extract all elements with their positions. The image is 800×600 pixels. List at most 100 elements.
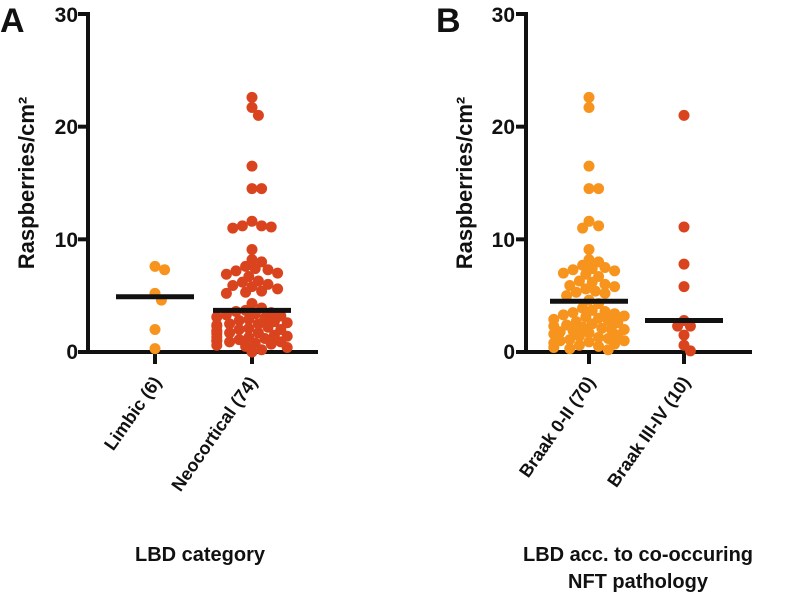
- y-tick-label-b-0: 0: [503, 341, 515, 364]
- y-tick-label-a-20: 20: [55, 116, 78, 139]
- data-point: [149, 260, 161, 272]
- data-point: [567, 307, 579, 319]
- panel-a: A Raspberries/cm² 0 10 20 30 Limbic (6) …: [0, 2, 318, 566]
- data-point: [249, 263, 261, 275]
- data-point: [224, 327, 236, 339]
- data-point: [149, 343, 161, 355]
- data-point: [618, 335, 630, 347]
- data-point: [149, 323, 161, 335]
- y-tick-label-b-10: 10: [492, 229, 515, 252]
- x-axis-label-b-line1: LBD acc. to co-occuring: [523, 544, 753, 566]
- data-point: [583, 183, 595, 195]
- panel-b: B Raspberries/cm² 0 10 20 30 Braak 0-II …: [436, 2, 753, 593]
- data-point: [159, 264, 171, 276]
- data-point: [602, 314, 614, 326]
- data-point: [599, 278, 611, 290]
- data-point: [236, 276, 248, 288]
- data-point: [580, 283, 592, 295]
- data-point: [272, 283, 284, 295]
- data-point: [246, 102, 258, 114]
- x-category-label-limbic: Limbic (6): [100, 373, 165, 454]
- data-point: [265, 338, 277, 350]
- data-point: [227, 280, 239, 292]
- data-point: [272, 267, 284, 279]
- data-point: [583, 243, 595, 255]
- data-point: [230, 265, 242, 277]
- data-point: [243, 313, 255, 325]
- data-point: [246, 183, 258, 195]
- data-point: [599, 262, 611, 273]
- data-point: [570, 286, 582, 298]
- data-point: [577, 302, 589, 314]
- data-point: [557, 267, 569, 279]
- axes-b: [516, 12, 752, 364]
- y-tick-label-a-0: 0: [66, 341, 78, 364]
- data-point: [577, 259, 589, 271]
- data-point: [252, 318, 264, 330]
- data-point: [262, 321, 274, 333]
- data-point: [262, 264, 274, 276]
- data-point: [224, 318, 236, 330]
- data-point: [233, 314, 245, 326]
- data-point: [243, 322, 255, 334]
- data-point: [672, 320, 684, 332]
- data-point: [609, 281, 621, 293]
- data-point: [233, 323, 245, 335]
- data-point: [211, 339, 223, 351]
- data-point: [593, 340, 605, 352]
- data-point: [252, 109, 264, 121]
- data-point: [256, 183, 268, 195]
- data-point: [224, 336, 236, 348]
- data-point: [564, 343, 576, 355]
- means-a: [116, 294, 291, 313]
- data-point: [586, 318, 598, 330]
- data-point: [573, 330, 585, 342]
- data-point: [678, 281, 690, 293]
- data-point: [573, 275, 585, 287]
- data-point: [557, 309, 569, 321]
- data-point: [220, 287, 232, 299]
- data-point: [583, 102, 595, 114]
- data-point: [240, 286, 252, 298]
- x-axis-label-a: LBD category: [135, 544, 266, 566]
- axes-a: [78, 12, 318, 364]
- data-point: [678, 329, 690, 341]
- data-point: [593, 331, 605, 343]
- data-point: [236, 220, 248, 232]
- points-a: [149, 91, 293, 358]
- data-point: [246, 346, 258, 358]
- data-point: [684, 345, 696, 357]
- data-point: [583, 327, 595, 339]
- data-point: [577, 222, 589, 234]
- data-point: [265, 221, 277, 233]
- data-point: [246, 91, 258, 103]
- x-category-label-braak-iii-iv: Braak III-IV (10): [603, 373, 694, 491]
- data-point: [609, 265, 621, 277]
- x-axis-label-b-line2: NFT pathology: [568, 571, 709, 593]
- data-point: [583, 91, 595, 103]
- data-point: [583, 336, 595, 348]
- y-tick-label-b-30: 30: [492, 4, 515, 27]
- data-point: [593, 183, 605, 195]
- data-point: [596, 322, 608, 334]
- panel-letter-b: B: [436, 2, 461, 40]
- x-category-label-braak-0-ii: Braak 0-II (70): [515, 373, 599, 481]
- data-point: [246, 215, 258, 227]
- y-tick-label-b-20: 20: [492, 116, 515, 139]
- data-point: [567, 264, 579, 276]
- data-point: [256, 220, 268, 232]
- data-point: [211, 311, 223, 323]
- data-point: [548, 341, 560, 353]
- data-point: [246, 243, 258, 255]
- data-point: [256, 344, 268, 356]
- data-point: [602, 344, 614, 356]
- data-point: [561, 290, 573, 302]
- y-axis-label-a: Raspberries/cm²: [14, 97, 39, 269]
- points-b: [548, 91, 696, 357]
- data-point: [589, 285, 601, 297]
- data-point: [678, 109, 690, 121]
- data-point: [593, 220, 605, 232]
- data-point: [599, 287, 611, 299]
- data-point: [220, 268, 232, 280]
